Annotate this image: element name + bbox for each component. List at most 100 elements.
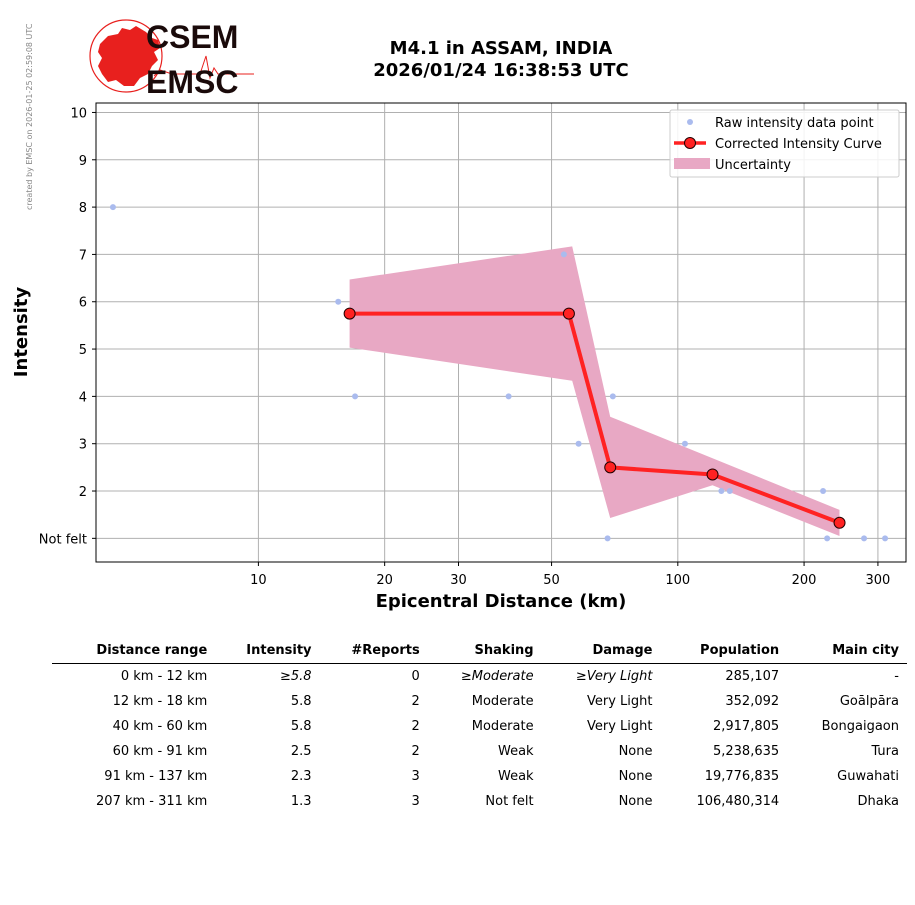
raw-data-point [352,393,359,400]
table-row: 60 km - 91 km 2.5 2 Weak None 5,238,635 Tura [52,739,907,764]
cell-main-city: Goālpāra [839,694,899,709]
x-axis-ticks: 10 20 30 50 100 200 300 [250,562,890,588]
cell-main-city: - [894,669,899,684]
raw-data-point [575,440,582,447]
chart-title-line1: M4.1 in ASSAM, INDIA [389,38,613,59]
legend-box [669,109,900,178]
cell-main-city: Dhaka [857,794,899,809]
y-tick-label: 7 [79,248,87,263]
y-tick-label: 5 [79,343,87,358]
legend-raw-marker [687,119,693,125]
raw-data-point [726,488,733,495]
logo-europe-map-icon [98,26,160,86]
intensity-curve-point [833,516,846,529]
cell-population: 352,092 [725,694,780,709]
intensity-chart: 10 20 30 50 100 200 300 Not felt 2 3 4 5 6 7 8 9 10 Epi… [11,102,907,612]
table-row: 207 km - 311 km 1.3 3 Not felt None 106,480,3… [52,789,907,814]
cell-intensity: 2.5 [290,744,312,759]
cell-main-city: Bongaigaon [821,719,899,734]
cell-damage: None [618,794,653,809]
cell-reports: 0 [411,669,420,684]
y-tick-label: Not felt [39,532,87,547]
cell-damage: Very Light [586,694,653,709]
legend-band-swatch [674,158,710,169]
cell-reports: 2 [411,744,420,759]
cell-distance-range: 40 km - 60 km [112,719,208,734]
intensity-curve-point [562,307,575,320]
cell-reports: 3 [411,769,420,784]
plot-frame [95,102,907,563]
cell-intensity: ≥5.8 [279,669,312,684]
raw-data-point [505,393,512,400]
raw-data-point [718,488,725,495]
cell-population: 285,107 [725,669,780,684]
table-row: 0 km - 12 km ≥5.8 0 ≥Moderate ≥Very Light 285… [52,664,907,690]
legend-raw-label: Raw intensity data point [715,116,874,131]
cell-distance-range: 0 km - 12 km [120,669,208,684]
table-body: 0 km - 12 km ≥5.8 0 ≥Moderate ≥Very Light 285… [52,664,907,815]
cell-reports: 2 [411,694,420,709]
legend-band-label: Uncertainty [715,158,791,173]
raw-points-layer [109,204,889,542]
intensity-curve-point [706,468,719,481]
logo-globe-icon [89,19,163,93]
header-shaking: Shaking [427,640,542,664]
cell-shaking: Not felt [485,794,534,809]
cell-population: 19,776,835 [704,769,780,784]
cell-shaking: ≥Moderate [460,669,534,684]
x-tick-label: 300 [866,573,891,588]
raw-data-point [604,535,611,542]
y-tick-label: 6 [79,296,87,311]
y-tick-label: 10 [70,106,87,121]
cell-population: 106,480,314 [696,794,780,809]
cell-damage: ≥Very Light [575,669,653,684]
y-tick-label: 8 [79,201,87,216]
cell-distance-range: 91 km - 137 km [104,769,208,784]
raw-data-point [609,393,616,400]
x-tick-label: 10 [250,573,267,588]
header-reports: #Reports [319,640,428,664]
y-axis-ticks: Not felt 2 3 4 5 6 7 8 9 10 [39,106,96,547]
logo-bottom-text: EMSC [146,64,238,100]
header-damage: Damage [541,640,661,664]
table-header-row: Distance range Intensity #Reports Shakin… [52,640,907,664]
cell-intensity: 1.3 [290,794,312,809]
cell-reports: 3 [411,794,420,809]
raw-data-point [560,251,567,258]
cell-population: 5,238,635 [712,744,780,759]
header-main-city: Main city [787,640,907,664]
cell-shaking: Moderate [471,719,534,734]
intensity-curve-point [604,461,617,474]
cell-intensity: 2.3 [290,769,312,784]
header-distance-range: Distance range [52,640,216,664]
cell-distance-range: 12 km - 18 km [112,694,208,709]
raw-data-point [335,298,342,305]
x-tick-label: 20 [376,573,393,588]
raw-data-point [820,488,827,495]
x-tick-label: 30 [450,573,467,588]
intensity-table: Distance range Intensity #Reports Shakin… [52,640,907,814]
cell-damage: Very Light [586,719,653,734]
logo-top-text: CSEM [146,19,238,55]
legend-curve-label: Corrected Intensity Curve [715,137,882,152]
logo-seismogram-icon [153,55,254,80]
y-tick-label: 2 [79,485,87,500]
x-tick-label: 100 [665,573,690,588]
table-row: 40 km - 60 km 5.8 2 Moderate Very Light 2,917… [52,714,907,739]
table-row: 91 km - 137 km 2.3 3 Weak None 19,776,835 Guwa… [52,764,907,789]
x-axis-label: Epicentral Distance (km) [376,591,627,612]
y-tick-label: 9 [79,154,87,169]
legend: Raw intensity data point Corrected Inten… [669,109,900,178]
side-note: created by EMSC on 2026-01-25 02:59:08 U… [25,23,34,210]
chart-title: M4.1 in ASSAM, INDIA 2026/01/24 16:38:53… [300,38,702,82]
cell-distance-range: 207 km - 311 km [96,794,208,809]
raw-data-point [882,535,889,542]
intensity-curve-layer [343,307,846,529]
cell-intensity: 5.8 [290,694,312,709]
raw-data-point [824,535,831,542]
intensity-curve-point [343,307,356,320]
cell-shaking: Weak [498,769,534,784]
table-row: 12 km - 18 km 5.8 2 Moderate Very Light 352,0… [52,689,907,714]
cell-population: 2,917,805 [712,719,780,734]
cell-distance-range: 60 km - 91 km [112,744,208,759]
